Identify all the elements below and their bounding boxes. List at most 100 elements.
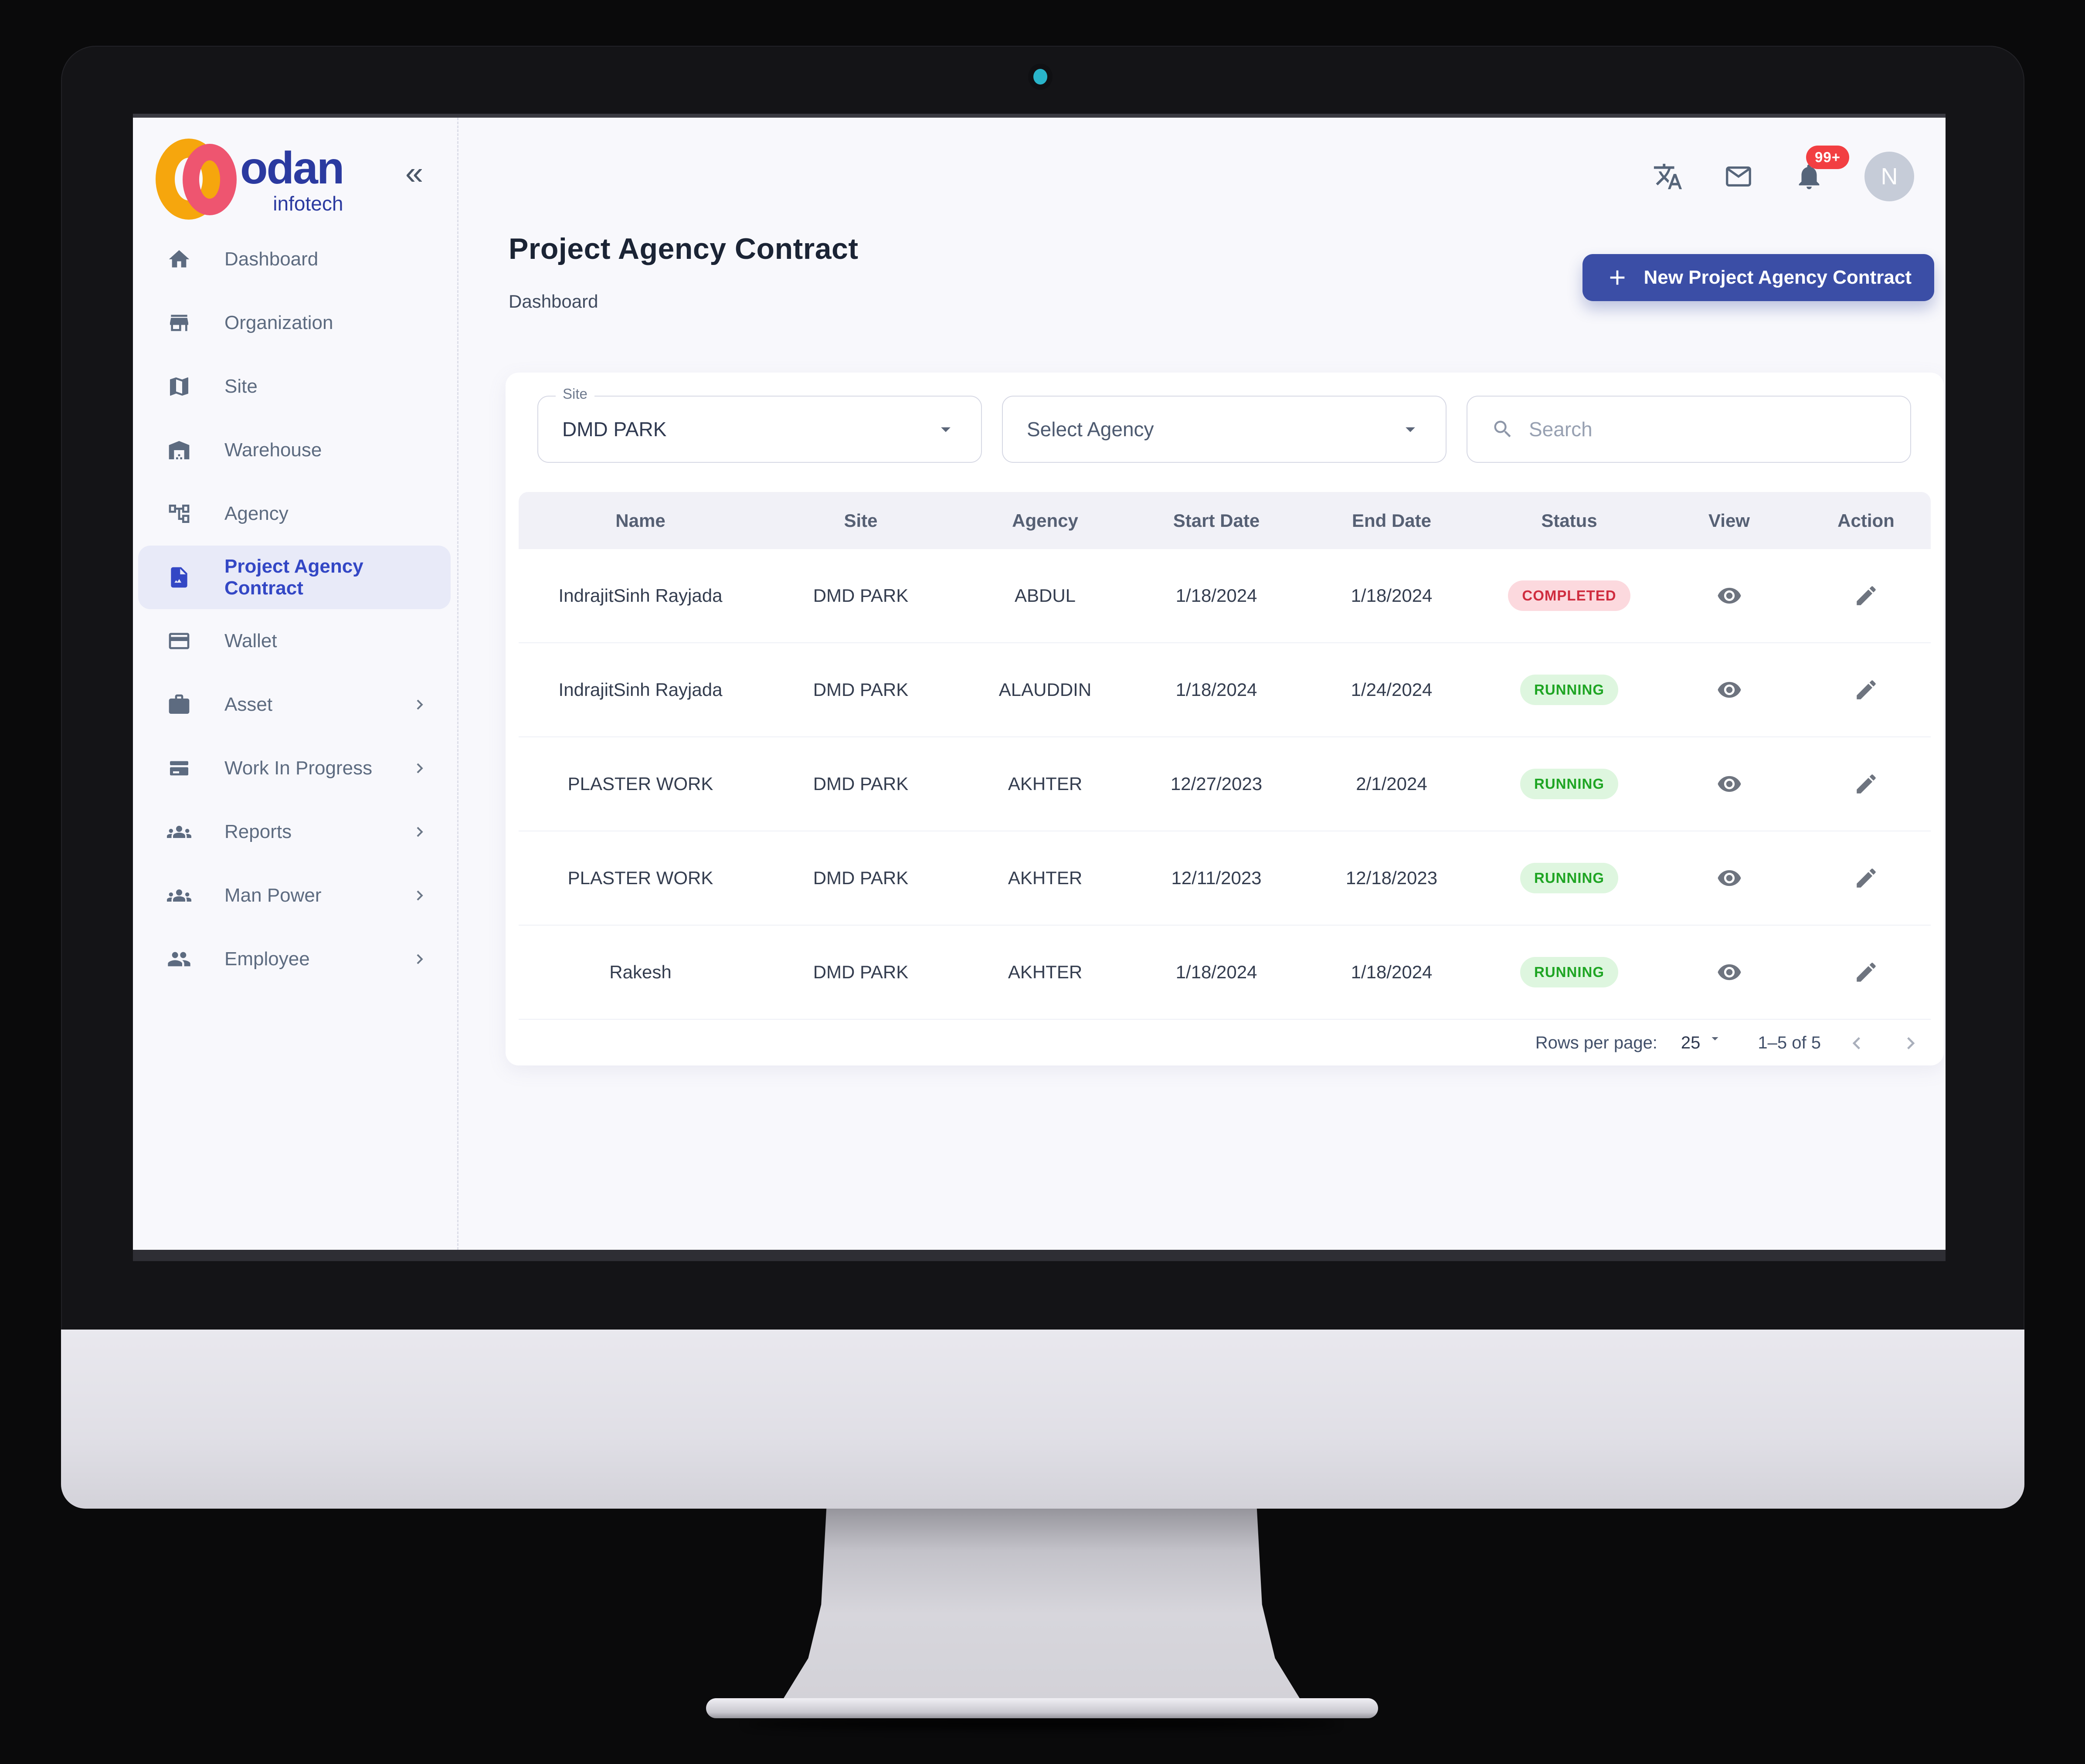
cell-name: Rakesh <box>609 962 672 982</box>
cell-start-date: 12/11/2023 <box>1171 868 1262 888</box>
sidebar-item-organization[interactable]: Organization <box>133 291 456 355</box>
cell-end-date: 1/18/2024 <box>1351 585 1433 606</box>
next-page-button[interactable] <box>1898 1031 1923 1055</box>
screen-bottom-edge <box>133 1250 1946 1261</box>
pencil-icon <box>1856 680 1876 699</box>
sidebar-item-agency[interactable]: Agency <box>133 482 456 546</box>
sidebar-item-work-in-progress[interactable]: Work In Progress <box>133 736 456 800</box>
pagination-range: 1–5 of 5 <box>1758 1033 1821 1052</box>
edit-button[interactable] <box>1854 771 1879 797</box>
home-icon <box>167 247 191 271</box>
view-button[interactable] <box>1717 583 1742 608</box>
avatar[interactable]: N <box>1864 152 1914 201</box>
stand-shadow <box>745 1719 1338 1729</box>
edit-button[interactable] <box>1854 583 1879 608</box>
contract-icon <box>167 565 191 590</box>
sidebar-item-label: Project Agency Contract <box>224 556 363 599</box>
cell-site: DMD PARK <box>813 962 909 982</box>
site-select-label: Site <box>556 386 594 402</box>
logo-ring-pink <box>183 144 237 215</box>
map-icon <box>167 374 191 399</box>
mail-icon[interactable] <box>1723 161 1754 192</box>
cell-end-date: 12/18/2023 <box>1345 868 1438 888</box>
rows-per-page-select[interactable]: 25 <box>1681 1033 1723 1053</box>
pencil-icon <box>1856 868 1876 888</box>
org-tree-icon <box>167 502 191 526</box>
sidebar-item-label: Wallet <box>224 630 277 651</box>
cell-agency: ALAUDDIN <box>998 679 1092 700</box>
sidebar-item-label: Agency <box>224 503 289 524</box>
caret-down-icon <box>934 418 957 441</box>
chevron-right-icon <box>410 695 430 715</box>
cell-site: DMD PARK <box>813 868 909 888</box>
edit-button[interactable] <box>1854 677 1879 702</box>
view-button[interactable] <box>1717 865 1742 891</box>
table-row: PLASTER WORK DMD PARK AKHTER 12/27/2023 … <box>519 737 1931 831</box>
agency-select[interactable]: Select Agency <box>1002 396 1447 463</box>
sidebar-item-label: Asset <box>224 694 273 715</box>
column-header-action: Action <box>1837 510 1895 531</box>
camera-dot <box>1033 69 1047 85</box>
sidebar-item-warehouse[interactable]: Warehouse <box>133 418 456 482</box>
cell-name: PLASTER WORK <box>567 868 713 888</box>
sidebar-item-label: Dashboard <box>224 248 319 270</box>
sidebar-item-label: Warehouse <box>224 439 322 461</box>
new-button-label: New Project Agency Contract <box>1644 267 1912 288</box>
sidebar-item-reports[interactable]: Reports <box>133 800 456 864</box>
pencil-icon <box>1856 774 1876 794</box>
column-header-end-date: End Date <box>1352 510 1432 531</box>
notification-count-badge: 99+ <box>1806 146 1849 169</box>
sidebar-item-man-power[interactable]: Man Power <box>133 864 456 927</box>
view-button[interactable] <box>1717 677 1742 702</box>
page-title: Project Agency Contract <box>509 232 859 265</box>
cell-end-date: 1/18/2024 <box>1351 962 1433 982</box>
pencil-icon <box>1856 586 1876 605</box>
column-header-start-date: Start Date <box>1173 510 1260 531</box>
sidebar-item-employee[interactable]: Employee <box>133 927 456 991</box>
sidebar-item-label: Reports <box>224 821 292 842</box>
status-badge: RUNNING <box>1520 769 1618 799</box>
view-button[interactable] <box>1717 960 1742 985</box>
column-header-site: Site <box>844 510 878 531</box>
eye-icon <box>1717 776 1741 792</box>
monitor-chin <box>61 1330 2024 1509</box>
view-button[interactable] <box>1717 771 1742 797</box>
cell-agency: ABDUL <box>1014 585 1076 606</box>
translate-icon[interactable] <box>1653 161 1683 192</box>
cell-name: IndrajitSinh Rayjada <box>558 679 723 700</box>
bell-icon[interactable] <box>1794 161 1824 192</box>
table-header-row: Name Site Agency Start Date End Date Sta… <box>519 492 1931 549</box>
chevron-right-icon <box>410 949 430 969</box>
eye-icon <box>1717 682 1741 698</box>
cell-name: PLASTER WORK <box>567 773 713 794</box>
cell-end-date: 2/1/2024 <box>1356 773 1427 794</box>
sidebar-item-wallet[interactable]: Wallet <box>133 609 456 673</box>
site-select[interactable]: Site DMD PARK <box>537 386 982 463</box>
chevron-right-icon <box>410 758 430 778</box>
breadcrumb[interactable]: Dashboard <box>509 291 598 312</box>
search-input[interactable] <box>1529 417 1886 441</box>
search-icon <box>1494 421 1511 438</box>
table-row: Rakesh DMD PARK AKHTER 1/18/2024 1/18/20… <box>519 926 1931 1020</box>
status-badge: COMPLETED <box>1508 580 1630 611</box>
sidebar-item-site[interactable]: Site <box>133 355 456 418</box>
sidebar-item-project-agency-contract[interactable]: Project Agency Contract <box>138 546 451 609</box>
layers-icon <box>167 756 191 780</box>
edit-button[interactable] <box>1854 960 1879 985</box>
new-project-agency-contract-button[interactable]: New Project Agency Contract <box>1582 254 1934 301</box>
sidebar-item-asset[interactable]: Asset <box>133 673 456 736</box>
chevron-right-icon <box>1907 1037 1915 1049</box>
previous-page-button[interactable] <box>1844 1031 1869 1055</box>
eye-icon <box>1717 587 1741 604</box>
sidebar-item-dashboard[interactable]: Dashboard <box>133 227 456 291</box>
edit-button[interactable] <box>1854 865 1879 891</box>
monitor-stand-neck <box>782 1509 1301 1700</box>
sidebar-collapse-button[interactable]: « <box>405 155 423 191</box>
cell-name: IndrajitSinh Rayjada <box>558 585 723 606</box>
sidebar-item-label: Organization <box>224 312 333 333</box>
logo-subtitle: infotech <box>273 192 343 215</box>
column-header-status: Status <box>1541 510 1597 531</box>
logo-text: odan infotech <box>240 146 344 215</box>
caret-down-icon <box>1711 1037 1718 1041</box>
column-header-view: View <box>1708 510 1750 531</box>
